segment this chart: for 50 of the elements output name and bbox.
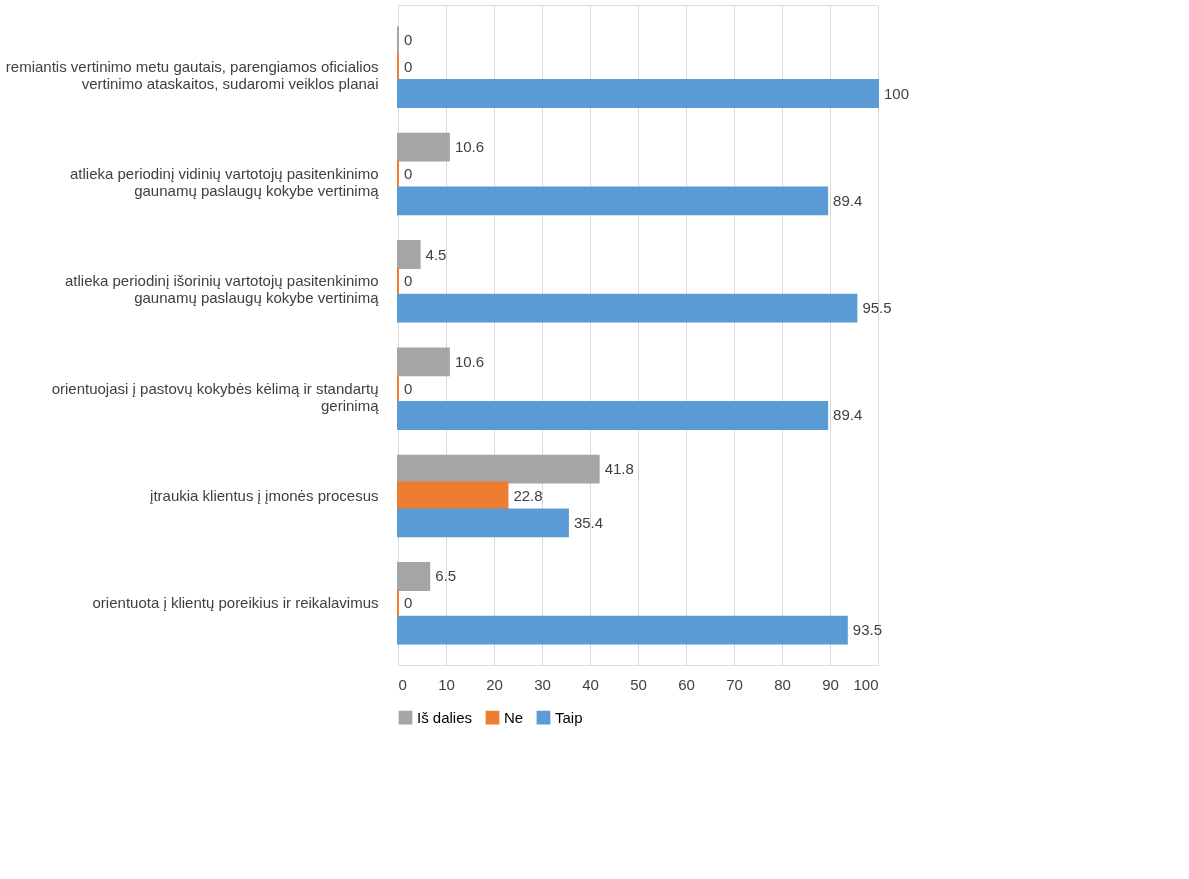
bar	[397, 615, 848, 645]
bar	[397, 293, 858, 323]
data-label: 10.6	[454, 352, 485, 370]
x-tick-label: 70	[726, 675, 743, 693]
x-tick-label: 90	[822, 675, 839, 693]
legend-label: Ne	[504, 708, 524, 726]
bar	[397, 481, 509, 511]
bar	[397, 79, 879, 108]
bar	[397, 401, 829, 430]
x-tick-label: 80	[774, 675, 791, 693]
bar	[397, 347, 450, 377]
bar	[397, 186, 829, 216]
data-label: 35.4	[573, 513, 604, 531]
data-label: 100	[884, 84, 910, 102]
data-label: 10.6	[454, 138, 485, 156]
y-tick-label: atlieka periodinį išorinių vartotojų pasitenkinimo gaunamų paslaugų kokybe vertinimą	[65, 272, 380, 307]
x-tick-label: 10	[438, 675, 455, 693]
legend-label: Taip	[555, 708, 583, 726]
y-tick-label: orientuojasi į pastovų kokybės kėlimą ir standartų gerinimą	[51, 379, 380, 414]
x-tick-label: 20	[486, 675, 503, 693]
legend-label: Iš dalies	[417, 708, 473, 726]
bar	[397, 562, 431, 591]
data-label: 89.4	[833, 191, 863, 209]
y-tick-label: atlieka periodinį vidinių vartotojų pasitenkinimo gaunamų paslaugų kokybe vertinimą	[69, 165, 380, 200]
bar	[397, 132, 450, 162]
x-tick-label: 60	[678, 675, 695, 693]
bar	[397, 508, 569, 538]
data-label: 41.8	[604, 460, 634, 478]
y-tick-label: remiantis vertinimo metu gautais, parengiamos oficialios vertinimo ataskaitos, sudaromi veiklos planai	[5, 57, 379, 92]
x-tick-label: 30	[534, 675, 551, 693]
data-label: 4.5	[425, 245, 447, 263]
data-label: 6.5	[435, 567, 457, 585]
y-tick-label: orientuota į klientų poreikius ir reikalavimus	[92, 594, 379, 612]
x-tick-label: 0	[398, 675, 407, 693]
x-tick-label: 100	[853, 675, 879, 693]
data-label: 93.5	[852, 621, 882, 639]
data-label: 95.5	[862, 299, 892, 317]
bar	[397, 454, 600, 484]
y-tick-label: įtraukia klientus į įmonės procesus	[150, 486, 379, 504]
data-label: 0	[404, 594, 413, 612]
data-label: 0	[404, 57, 413, 75]
data-label: 0	[404, 30, 413, 48]
data-label: 22.8	[513, 486, 543, 504]
data-label: 0	[404, 165, 413, 183]
data-label: 0	[404, 272, 413, 290]
x-tick-label: 50	[630, 675, 647, 693]
x-tick-label: 40	[582, 675, 599, 693]
data-label: 89.4	[833, 406, 863, 424]
data-label: 0	[404, 379, 413, 397]
bar	[397, 240, 421, 269]
